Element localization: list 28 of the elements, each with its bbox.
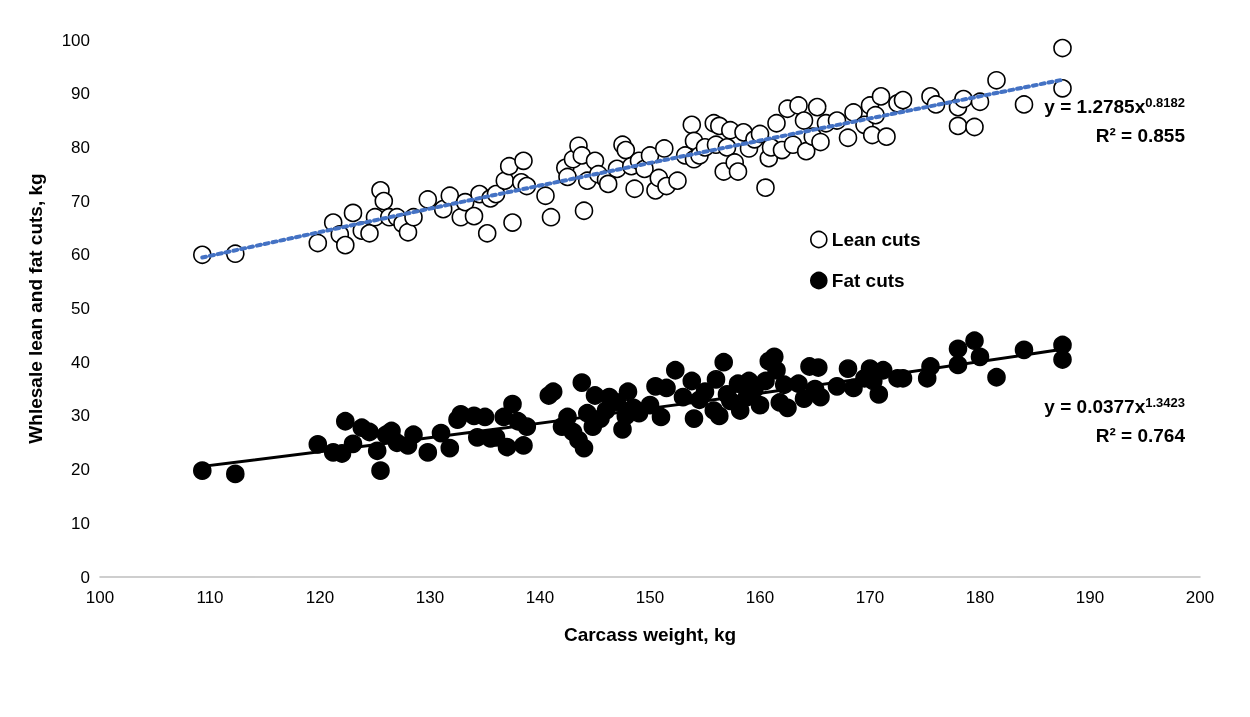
y-tick-label: 10 bbox=[71, 513, 90, 533]
y-tick-label: 60 bbox=[71, 245, 90, 265]
legend-label: Fat cuts bbox=[831, 270, 905, 291]
x-tick-label: 130 bbox=[415, 588, 445, 607]
annotation: R² = 0.764 bbox=[1095, 425, 1186, 446]
y-tick-label: 100 bbox=[61, 30, 90, 50]
y-tick-label: 50 bbox=[71, 299, 90, 318]
x-tick-label: 160 bbox=[745, 588, 775, 607]
legend-label: Lean cuts bbox=[831, 229, 921, 250]
x-tick-label: 110 bbox=[196, 588, 224, 607]
y-tick-label: 70 bbox=[71, 191, 90, 211]
y-tick-label: 30 bbox=[71, 406, 90, 426]
y-axis-title: Whlesale lean and fat cuts, kg bbox=[25, 173, 46, 444]
x-tick-label: 120 bbox=[305, 588, 335, 607]
y-tick-label: 40 bbox=[71, 352, 90, 372]
x-tick-label: 150 bbox=[635, 588, 665, 607]
x-tick-label: 190 bbox=[1075, 588, 1105, 607]
y-tick-label: 0 bbox=[80, 567, 90, 587]
x-tick-label: 140 bbox=[525, 588, 555, 607]
annotation: R² = 0.855 bbox=[1095, 125, 1186, 146]
x-tick-label: 170 bbox=[855, 588, 885, 607]
y-tick-label: 20 bbox=[71, 460, 90, 480]
x-tick-label: 100 bbox=[85, 588, 115, 607]
x-axis-title: Carcass weight, kg bbox=[563, 624, 737, 645]
y-tick-label: 90 bbox=[71, 84, 90, 104]
x-tick-label: 180 bbox=[965, 588, 995, 607]
x-tick-label: 200 bbox=[1185, 588, 1215, 607]
y-tick-label: 80 bbox=[71, 137, 90, 157]
